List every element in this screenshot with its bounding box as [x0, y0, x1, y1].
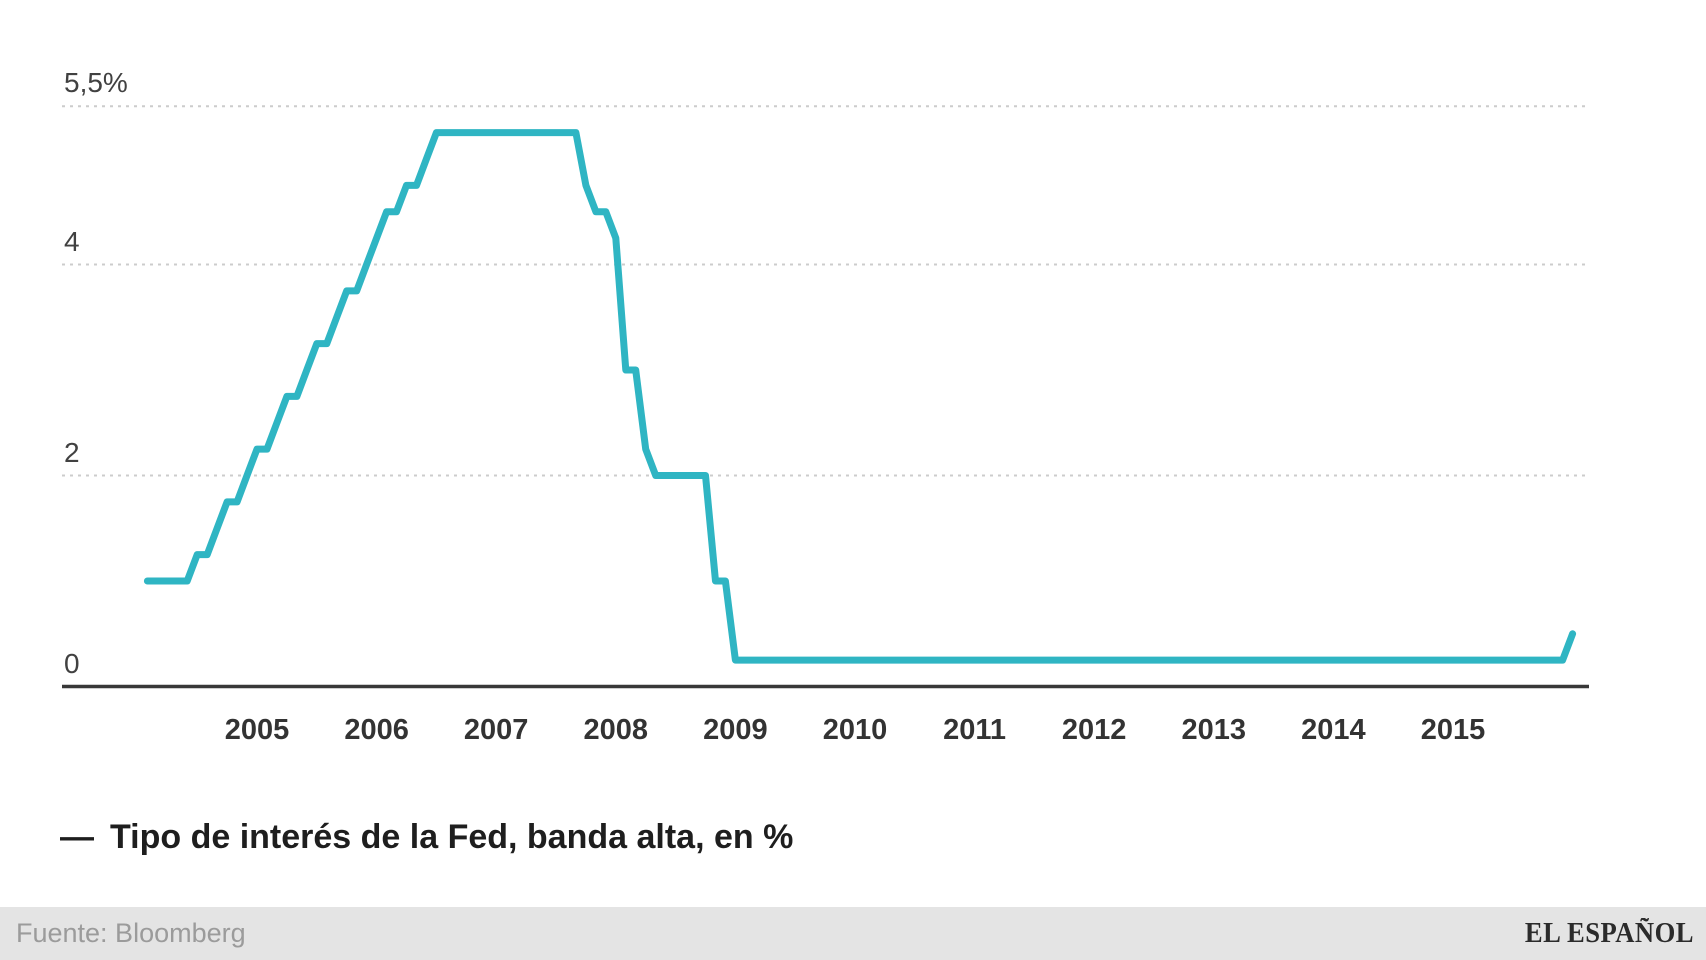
- x-tick-label-2007: 2007: [463, 714, 529, 746]
- x-tick-label-2008: 2008: [583, 714, 649, 746]
- x-tick-label-2009: 2009: [703, 714, 768, 746]
- x-tick-label-2012: 2012: [1061, 714, 1127, 746]
- footer-bar: Fuente: Bloomberg EL ESPAÑOL: [0, 907, 1706, 960]
- y-tick-label-0: 0: [64, 647, 80, 679]
- fed-rate-series-line: [143, 129, 1577, 664]
- legend-line-marker: —: [60, 818, 94, 856]
- x-tick-label-2005: 2005: [224, 714, 290, 746]
- x-tick-label-2006: 2006: [344, 714, 409, 746]
- x-tick-label-2011: 2011: [943, 714, 1007, 746]
- x-tick-label-2010: 2010: [822, 714, 888, 746]
- x-tick-label-2013: 2013: [1181, 714, 1247, 746]
- x-tick-label-2015: 2015: [1420, 714, 1486, 746]
- x-tick-label-2014: 2014: [1301, 714, 1366, 746]
- el-espanol-logo: EL ESPAÑOL: [1524, 917, 1694, 949]
- legend-label: Tipo de interés de la Fed, banda alta, e…: [110, 818, 794, 856]
- fed-rate-line-chart: [62, 105, 1589, 689]
- y-tick-label-5,5: 5,5%: [64, 67, 128, 99]
- y-tick-label-4: 4: [64, 225, 80, 257]
- legend: — Tipo de interés de la Fed, banda alta,…: [60, 818, 793, 857]
- y-tick-label-2: 2: [64, 436, 80, 468]
- source-credit: Fuente: Bloomberg: [16, 918, 246, 948]
